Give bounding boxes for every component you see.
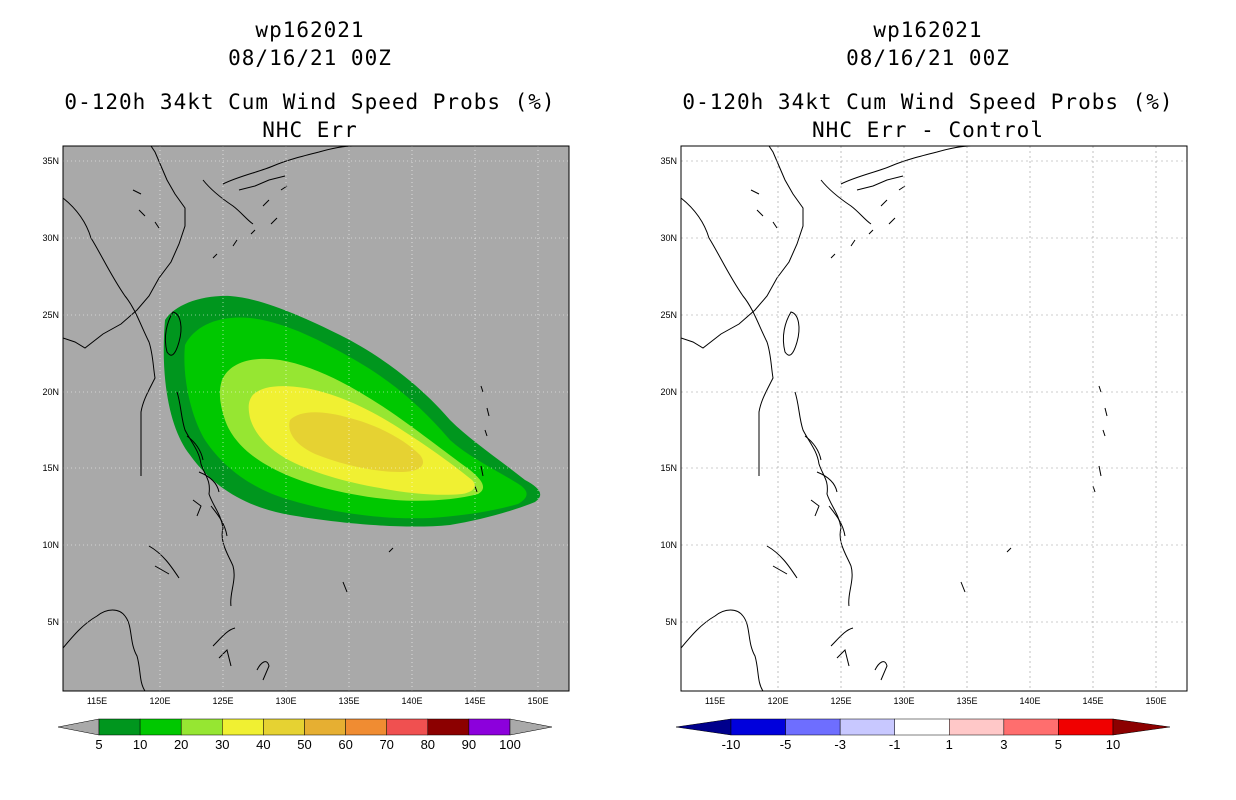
left-map-frame: [62, 145, 570, 692]
colorbar-swatch: [785, 718, 841, 736]
colorbar-swatch: [180, 718, 223, 736]
right-map-background: [681, 146, 1187, 691]
lat-label: 20N: [660, 387, 677, 397]
right-lat-labels: 5N 10N 15N 20N 25N 30N 35N: [660, 156, 677, 627]
lat-label: 10N: [660, 540, 677, 550]
lat-label: 5N: [665, 617, 677, 627]
lon-label: 140E: [401, 696, 422, 706]
lon-label: 115E: [705, 696, 725, 706]
colorbar-swatch: [1058, 718, 1114, 736]
lon-label: 120E: [767, 696, 788, 706]
lat-label: 30N: [660, 233, 677, 243]
right-map-frame: [680, 145, 1188, 692]
colorbar-label: 1: [946, 737, 953, 752]
lat-label: 25N: [660, 310, 677, 320]
lon-label: 125E: [212, 696, 233, 706]
right-datetime: 08/16/21 00Z: [846, 46, 1010, 70]
lon-label: 150E: [527, 696, 548, 706]
right-gridlines: [681, 146, 1187, 691]
lon-label: 125E: [830, 696, 851, 706]
colorbar-label: 5: [95, 737, 102, 752]
colorbar-swatch: [386, 718, 429, 736]
right-subtitle: NHC Err - Control: [812, 118, 1044, 142]
colorbar-swatch: [98, 718, 141, 736]
lon-label: 140E: [1019, 696, 1040, 706]
colorbar-swatch: [139, 718, 182, 736]
left-subtitle: NHC Err: [262, 118, 358, 142]
colorbar-label: 70: [379, 737, 393, 752]
lon-label: 145E: [464, 696, 485, 706]
colorbar-label: -5: [780, 737, 792, 752]
colorbar-high-arrow: [509, 718, 553, 736]
lon-label: 120E: [149, 696, 170, 706]
colorbar-high-arrow: [1112, 718, 1171, 736]
colorbar-label: -3: [834, 737, 846, 752]
lon-label: 130E: [275, 696, 296, 706]
right-map: [680, 145, 1188, 692]
colorbar-swatch: [345, 718, 387, 736]
left-lon-labels: 115E 120E 125E 130E 135E 140E 145E 150E: [87, 696, 549, 706]
colorbar-label: -10: [722, 737, 741, 752]
colorbar-label: 10: [1106, 737, 1120, 752]
colorbar-swatch: [263, 718, 305, 736]
lon-label: 135E: [956, 696, 977, 706]
lat-label: 5N: [47, 617, 59, 627]
colorbar-label: 40: [256, 737, 270, 752]
colorbar-label: 30: [215, 737, 229, 752]
colorbar-label: 50: [297, 737, 311, 752]
lon-label: 130E: [893, 696, 914, 706]
colorbar-low-arrow: [57, 718, 100, 736]
colorbar-swatch: [304, 718, 346, 736]
left-gridlines: [63, 146, 569, 691]
lon-label: 150E: [1145, 696, 1166, 706]
left-map: [62, 145, 570, 692]
lat-label: 35N: [660, 156, 677, 166]
colorbar-label: -1: [889, 737, 901, 752]
colorbar-swatch: [1003, 718, 1059, 736]
lat-label: 20N: [42, 387, 59, 397]
colorbar-label: 5: [1055, 737, 1062, 752]
colorbar-label: 90: [462, 737, 476, 752]
lat-label: 15N: [660, 463, 677, 473]
lat-label: 15N: [42, 463, 59, 473]
lat-label: 30N: [42, 233, 59, 243]
right-colorbar: -10 -5 -3 -1 1 3 5 10: [675, 718, 1171, 752]
lat-label: 10N: [42, 540, 59, 550]
lat-label: 25N: [42, 310, 59, 320]
left-lat-labels: 5N 10N 15N 20N 25N 30N 35N: [42, 156, 59, 627]
colorbar-label: 20: [174, 737, 188, 752]
colorbar-swatch: [427, 718, 470, 736]
lat-label: 35N: [42, 156, 59, 166]
lon-label: 115E: [87, 696, 107, 706]
colorbar-label: 100: [499, 737, 521, 752]
colorbar-low-arrow: [675, 718, 732, 736]
lon-label: 135E: [338, 696, 359, 706]
left-storm-id: wp162021: [255, 18, 365, 42]
left-colorbar: 5 10 20 30 40 50 60 70 80 90 100: [57, 718, 553, 752]
colorbar-label: 60: [338, 737, 352, 752]
right-product-title: 0-120h 34kt Cum Wind Speed Probs (%): [682, 90, 1174, 114]
colorbar-label: 80: [421, 737, 435, 752]
left-datetime: 08/16/21 00Z: [228, 46, 392, 70]
colorbar-swatch: [839, 718, 895, 736]
right-storm-id: wp162021: [873, 18, 983, 42]
colorbar-swatch: [949, 718, 1005, 736]
colorbar-label: 10: [133, 737, 147, 752]
colorbar-swatch: [468, 718, 511, 736]
prob-contour-40: [289, 412, 424, 472]
colorbar-label: 3: [1000, 737, 1007, 752]
colorbar-swatch: [222, 718, 264, 736]
right-lon-labels: 115E 120E 125E 130E 135E 140E 145E 150E: [705, 696, 1167, 706]
left-product-title: 0-120h 34kt Cum Wind Speed Probs (%): [64, 90, 556, 114]
lon-label: 145E: [1082, 696, 1103, 706]
colorbar-swatch: [894, 718, 950, 736]
colorbar-swatch: [730, 718, 786, 736]
